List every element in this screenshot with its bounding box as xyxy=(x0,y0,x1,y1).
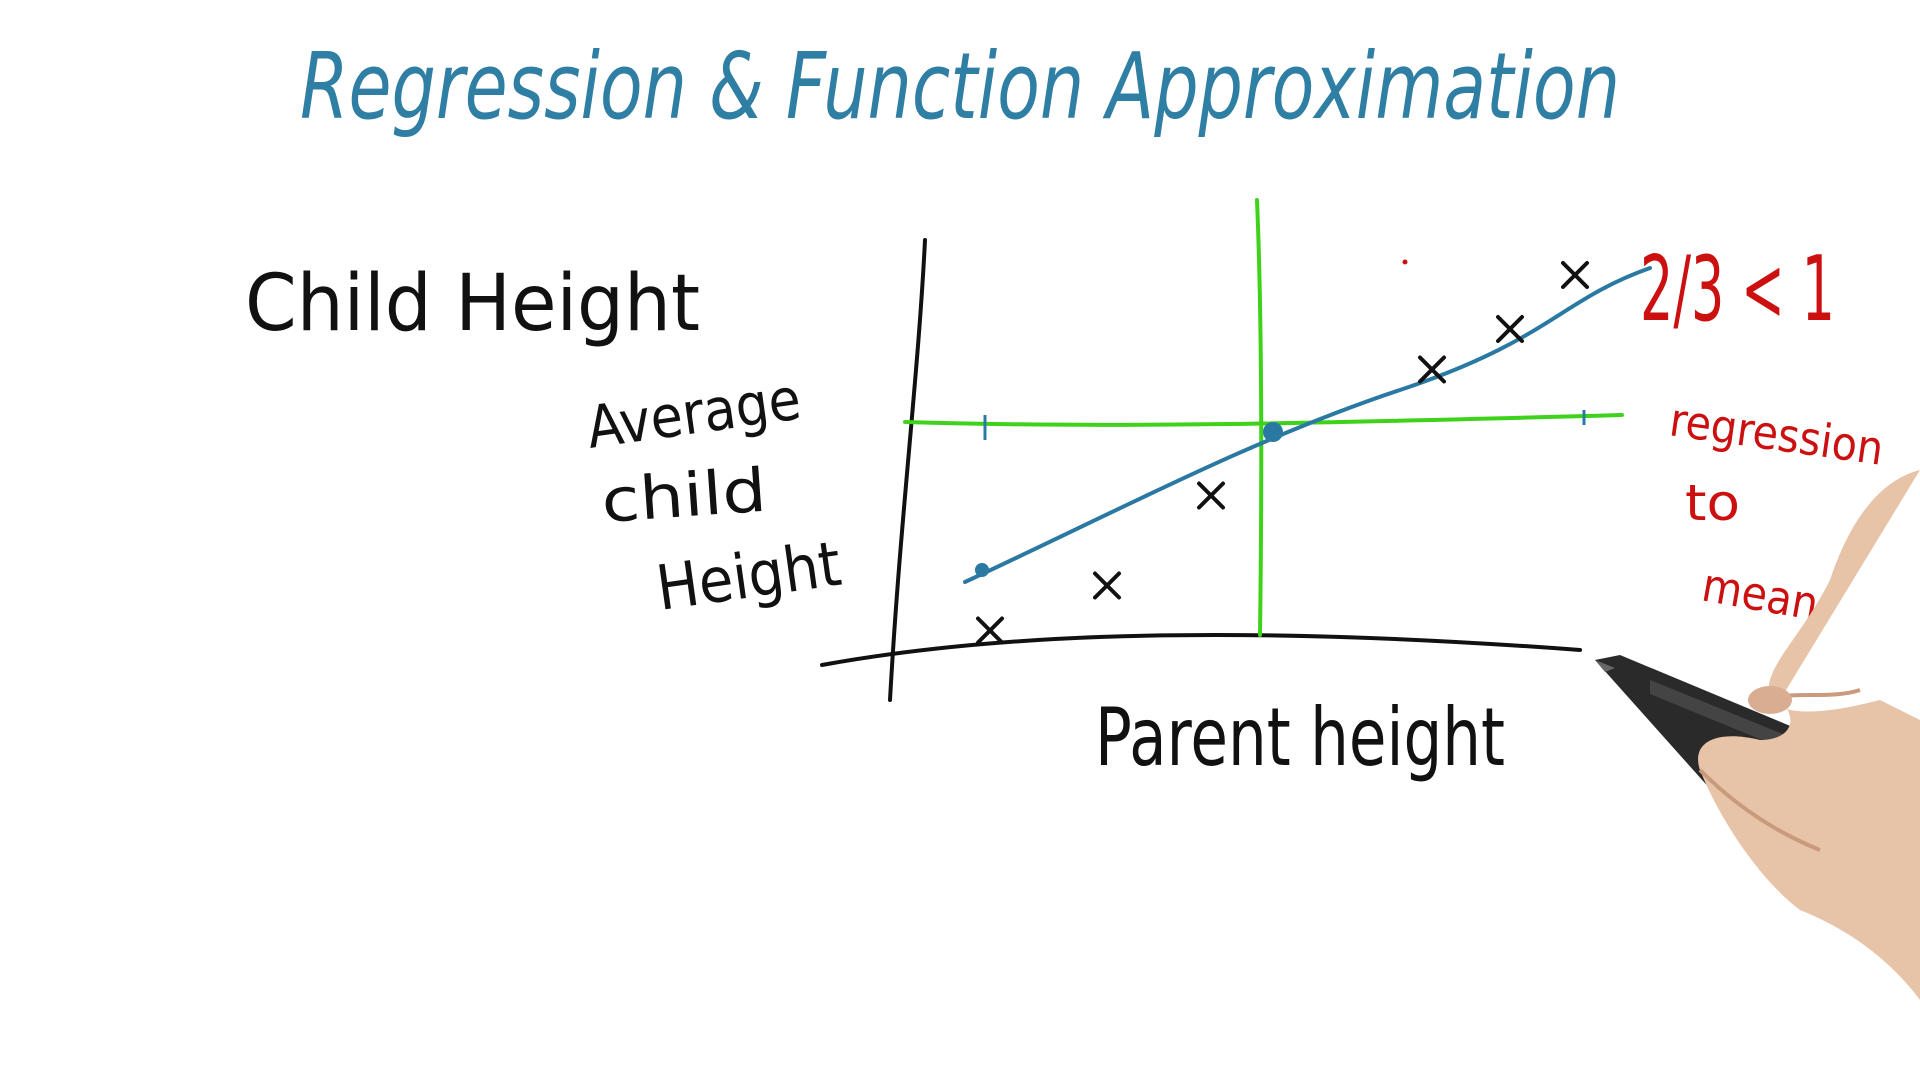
page-title: Regression & Function Approximation xyxy=(300,33,1620,140)
y-axis-label-line3: Height xyxy=(652,527,845,625)
y-axis-line xyxy=(888,238,927,702)
y-axis-label-line1: Average xyxy=(582,365,804,462)
side-note-line2: to xyxy=(1685,474,1740,532)
data-point-x-mark xyxy=(1418,355,1446,384)
mean-point-dot xyxy=(1263,422,1283,442)
data-point-x-mark xyxy=(1496,315,1524,343)
data-point-x-mark xyxy=(976,616,1004,645)
hand-icon xyxy=(1698,470,1920,1000)
scatter-marks xyxy=(976,261,1589,645)
x-axis-label: Parent height xyxy=(1095,691,1505,784)
data-point-x-mark xyxy=(1561,261,1589,289)
side-note-line1: regression xyxy=(1666,392,1886,475)
y-axis-label-line2: child xyxy=(599,456,768,537)
line-endpoint-dot xyxy=(975,563,989,577)
mean-vertical-line xyxy=(1255,198,1264,637)
regression-line xyxy=(963,266,1652,584)
hand-with-pen-icon xyxy=(1595,470,1920,1000)
x-axis-line xyxy=(820,632,1582,667)
data-point-x-mark xyxy=(1197,481,1225,510)
mean-horizontal-line xyxy=(903,413,1624,427)
slope-note: 2/3 < 1 xyxy=(1640,237,1835,342)
stray-dot xyxy=(1402,259,1408,265)
child-height-label: Child Height xyxy=(245,259,700,349)
data-point-x-mark xyxy=(1093,571,1121,600)
